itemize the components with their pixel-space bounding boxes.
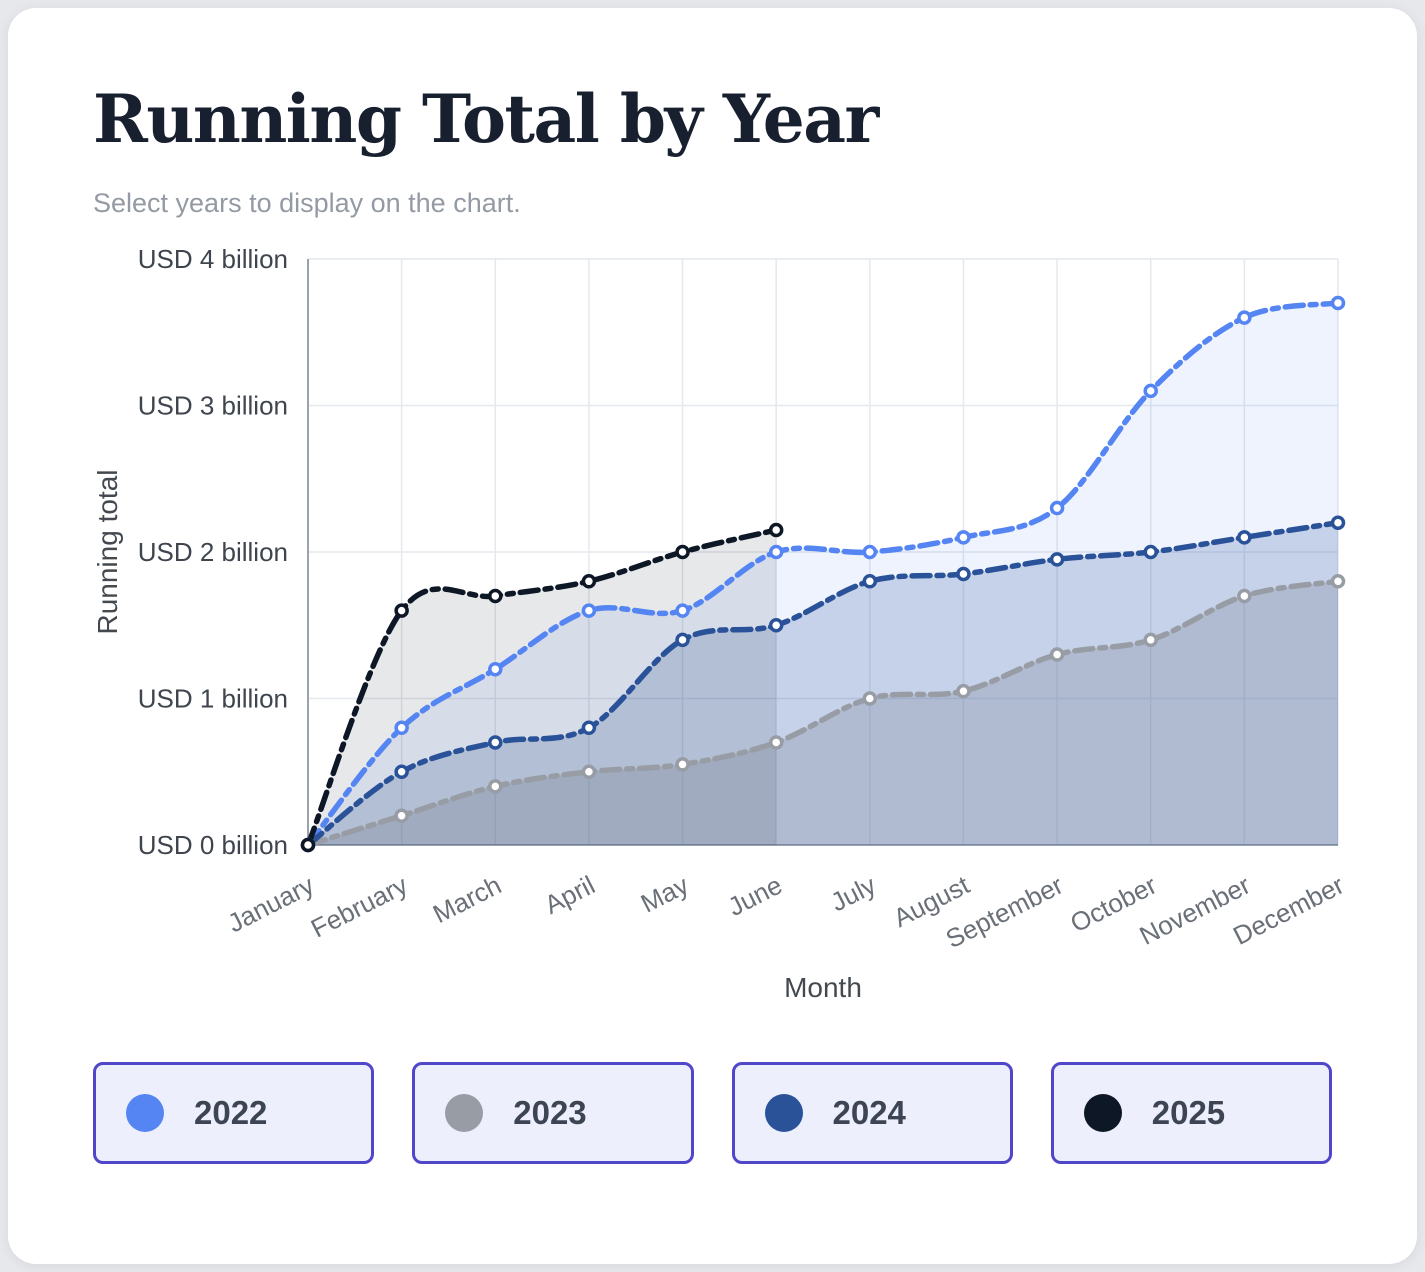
svg-text:February: February (306, 870, 412, 944)
svg-text:January: January (223, 870, 319, 939)
svg-text:June: June (723, 870, 787, 922)
legend: 2022 2023 2024 2025 (8, 1062, 1417, 1164)
legend-color-dot (126, 1094, 164, 1132)
svg-text:April: April (540, 870, 600, 920)
legend-year-button[interactable]: 2024 (731, 1062, 1013, 1164)
legend-year-button[interactable]: 2025 (1050, 1062, 1332, 1164)
legend-year-button[interactable]: 2022 (93, 1062, 375, 1164)
svg-text:USD 4 billion: USD 4 billion (138, 244, 288, 274)
running-total-line-chart: USD 0 billion USD 1 billion USD 2 billion U… (92, 244, 1349, 1003)
page-subtitle: Select years to display on the chart. (93, 188, 521, 218)
chart-area: USD 0 billion USD 1 billion USD 2 billion U… (92, 233, 1349, 1028)
svg-text:May: May (636, 870, 693, 919)
legend-year-label: 2025 (1151, 1094, 1226, 1131)
svg-text:USD 2 billion: USD 2 billion (138, 537, 288, 567)
legend-color-dot (445, 1094, 484, 1132)
legend-color-dot (764, 1094, 803, 1132)
svg-text:USD 1 billion: USD 1 billion (138, 684, 288, 714)
legend-year-label: 2024 (832, 1094, 906, 1131)
svg-text:Running total: Running total (93, 469, 123, 634)
card: Running Total by Year Select years to di… (8, 8, 1417, 1264)
content: Running Total by Year Select years to di… (8, 8, 1417, 1028)
svg-text:USD 3 billion: USD 3 billion (138, 391, 288, 421)
svg-text:USD 0 billion: USD 0 billion (138, 830, 288, 860)
svg-text:July: July (826, 870, 881, 918)
legend-year-button[interactable]: 2023 (412, 1062, 694, 1164)
page-title: Running Total by Year (93, 80, 879, 158)
svg-text:March: March (428, 870, 506, 930)
legend-color-dot (1083, 1094, 1122, 1132)
legend-year-label: 2023 (513, 1094, 587, 1131)
svg-text:Month: Month (784, 972, 862, 1003)
legend-year-label: 2022 (194, 1094, 268, 1131)
